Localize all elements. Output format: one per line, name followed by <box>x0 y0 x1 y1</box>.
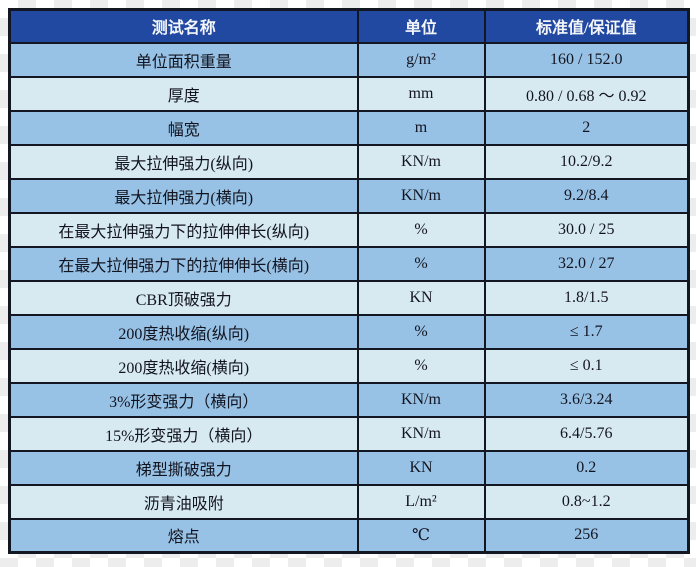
value-cell: 9.2/8.4 <box>483 177 690 214</box>
table-row: 熔点 ℃ 256 <box>8 517 690 554</box>
value-cell: ≤ 0.1 <box>483 347 690 384</box>
table-row: 200度热收缩(纵向) % ≤ 1.7 <box>8 313 690 350</box>
test-name-cell: 在最大拉伸强力下的拉伸伸长(纵向) <box>8 211 359 248</box>
table-row: 最大拉伸强力(横向) KN/m 9.2/8.4 <box>8 177 690 214</box>
unit-cell: % <box>356 211 486 248</box>
test-name-cell: 15%形变强力（横向） <box>8 415 359 452</box>
unit-cell: % <box>356 313 486 350</box>
unit-cell: % <box>356 347 486 384</box>
test-name-cell: 厚度 <box>8 75 359 112</box>
value-cell: 32.0 / 27 <box>483 245 690 282</box>
test-name-cell: 沥青油吸附 <box>8 483 359 520</box>
unit-cell: m <box>356 109 486 146</box>
value-cell: 0.2 <box>483 449 690 486</box>
table-row: 最大拉伸强力(纵向) KN/m 10.2/9.2 <box>8 143 690 180</box>
unit-cell: KN/m <box>356 143 486 180</box>
table-row: 在最大拉伸强力下的拉伸伸长(纵向) % 30.0 / 25 <box>8 211 690 248</box>
value-cell: 30.0 / 25 <box>483 211 690 248</box>
unit-cell: % <box>356 245 486 282</box>
unit-cell: KN/m <box>356 177 486 214</box>
value-cell: 0.80 / 0.68 ～ 0.92 <box>483 75 690 112</box>
value-cell: 160 / 152.0 <box>483 41 690 78</box>
value-cell: 3.6/3.24 <box>483 381 690 418</box>
unit-cell: ℃ <box>356 517 486 554</box>
table-row: 梯型撕破强力 KN 0.2 <box>8 449 690 486</box>
test-name-cell: 200度热收缩(纵向) <box>8 313 359 350</box>
value-cell: 0.8~1.2 <box>483 483 690 520</box>
test-name-cell: 熔点 <box>8 517 359 554</box>
table-row: 厚度 mm 0.80 / 0.68 ～ 0.92 <box>8 75 690 112</box>
value-cell: ≤ 1.7 <box>483 313 690 350</box>
unit-cell: L/m² <box>356 483 486 520</box>
table-row: CBR顶破强力 KN 1.8/1.5 <box>8 279 690 316</box>
table-row: 200度热收缩(横向) % ≤ 0.1 <box>8 347 690 384</box>
table-row: 单位面积重量 g/m² 160 / 152.0 <box>8 41 690 78</box>
test-name-cell: 梯型撕破强力 <box>8 449 359 486</box>
test-name-cell: 最大拉伸强力(纵向) <box>8 143 359 180</box>
table-row: 沥青油吸附 L/m² 0.8~1.2 <box>8 483 690 520</box>
unit-cell: KN <box>356 279 486 316</box>
unit-cell: mm <box>356 75 486 112</box>
value-cell: 6.4/5.76 <box>483 415 690 452</box>
value-cell: 10.2/9.2 <box>483 143 690 180</box>
value-cell: 2 <box>483 109 690 146</box>
column-header-unit: 单位 <box>356 8 486 44</box>
unit-cell: g/m² <box>356 41 486 78</box>
test-name-cell: 200度热收缩(横向) <box>8 347 359 384</box>
column-header-test-name: 测试名称 <box>8 8 359 44</box>
table-row: 在最大拉伸强力下的拉伸伸长(横向) % 32.0 / 27 <box>8 245 690 282</box>
test-name-cell: 3%形变强力（横向） <box>8 381 359 418</box>
spec-table: 测试名称 单位 标准值/保证值 单位面积重量 g/m² 160 / 152.0 … <box>8 8 690 554</box>
value-cell: 256 <box>483 517 690 554</box>
table-row: 3%形变强力（横向） KN/m 3.6/3.24 <box>8 381 690 418</box>
column-header-standard-value: 标准值/保证值 <box>483 8 690 44</box>
table-row: 15%形变强力（横向） KN/m 6.4/5.76 <box>8 415 690 452</box>
header-row: 测试名称 单位 标准值/保证值 <box>8 8 690 44</box>
test-name-cell: 最大拉伸强力(横向) <box>8 177 359 214</box>
unit-cell: KN/m <box>356 381 486 418</box>
unit-cell: KN <box>356 449 486 486</box>
test-name-cell: 单位面积重量 <box>8 41 359 78</box>
test-name-cell: 在最大拉伸强力下的拉伸伸长(横向) <box>8 245 359 282</box>
test-name-cell: CBR顶破强力 <box>8 279 359 316</box>
value-cell: 1.8/1.5 <box>483 279 690 316</box>
table-row: 幅宽 m 2 <box>8 109 690 146</box>
unit-cell: KN/m <box>356 415 486 452</box>
test-name-cell: 幅宽 <box>8 109 359 146</box>
